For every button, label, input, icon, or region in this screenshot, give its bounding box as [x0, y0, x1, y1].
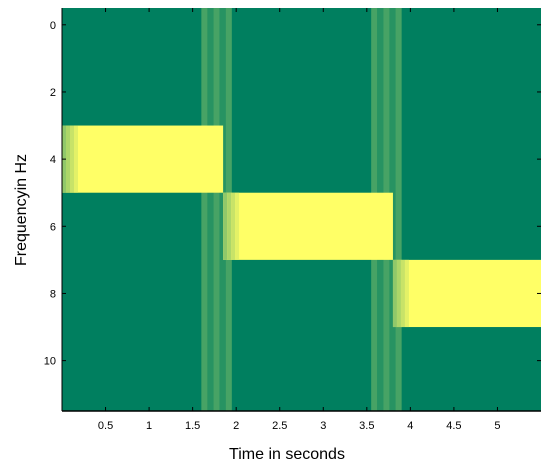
segment-0-left-fade-2 [70, 125, 74, 193]
segment-2-left-fade-0 [392, 259, 397, 328]
segment-1-left-fade-3 [235, 192, 240, 260]
segment-1-left-fade-2 [231, 192, 236, 260]
x-tick-label: 3.5 [359, 420, 374, 432]
plot-area [61, 8, 541, 412]
segment-1-left-fade-1 [227, 192, 232, 260]
y-tick-label: 10 [44, 356, 56, 368]
heatmap-cell-segment-2 [392, 259, 541, 328]
y-tick-label: 2 [50, 87, 56, 99]
x-tick-label: 4 [407, 420, 413, 432]
x-tick-label: 4.5 [446, 420, 461, 432]
x-tick-label: 1 [146, 420, 152, 432]
x-tick-label: 2.5 [272, 420, 287, 432]
transition-band-0-stripe-3 [219, 8, 226, 411]
x-tick-label: 2 [233, 420, 239, 432]
y-tick-label: 6 [50, 221, 56, 233]
x-tick-label: 1.5 [185, 420, 200, 432]
segment-2-left-fade-1 [396, 259, 401, 328]
segment-0-left-fade-1 [66, 125, 70, 193]
y-tick-label: 8 [50, 288, 56, 300]
y-axis-label: Frequencyin Hz [13, 154, 30, 266]
heatmap-cell-segment-0 [62, 125, 224, 193]
x-tick-label: 3 [320, 420, 326, 432]
x-tick-label: 0.5 [98, 420, 113, 432]
heatmap-cell-segment-1 [223, 192, 393, 260]
segment-2-left-fade-2 [400, 259, 405, 328]
y-axis-ticks: 0 2 4 6 8 10 [44, 20, 541, 368]
segment-2-left-fade-3 [404, 259, 409, 328]
segment-1-left-fade-0 [223, 192, 228, 260]
transition-band-0-stripe-1 [207, 8, 214, 411]
x-tick-label: 5 [494, 420, 500, 432]
x-axis-ticks: 0.5 1 1.5 2 2.5 3 3.5 4 4.5 5 [98, 8, 501, 432]
transition-band-0-stripe-0 [201, 8, 208, 411]
segment-0-left-fade-3 [74, 125, 78, 193]
x-axis-label: Time in seconds [229, 446, 345, 463]
y-tick-label: 4 [50, 154, 56, 166]
transition-band-0-stripe-2 [213, 8, 220, 411]
y-tick-label: 0 [50, 20, 56, 32]
transition-band-1-stripe-4 [395, 8, 402, 411]
